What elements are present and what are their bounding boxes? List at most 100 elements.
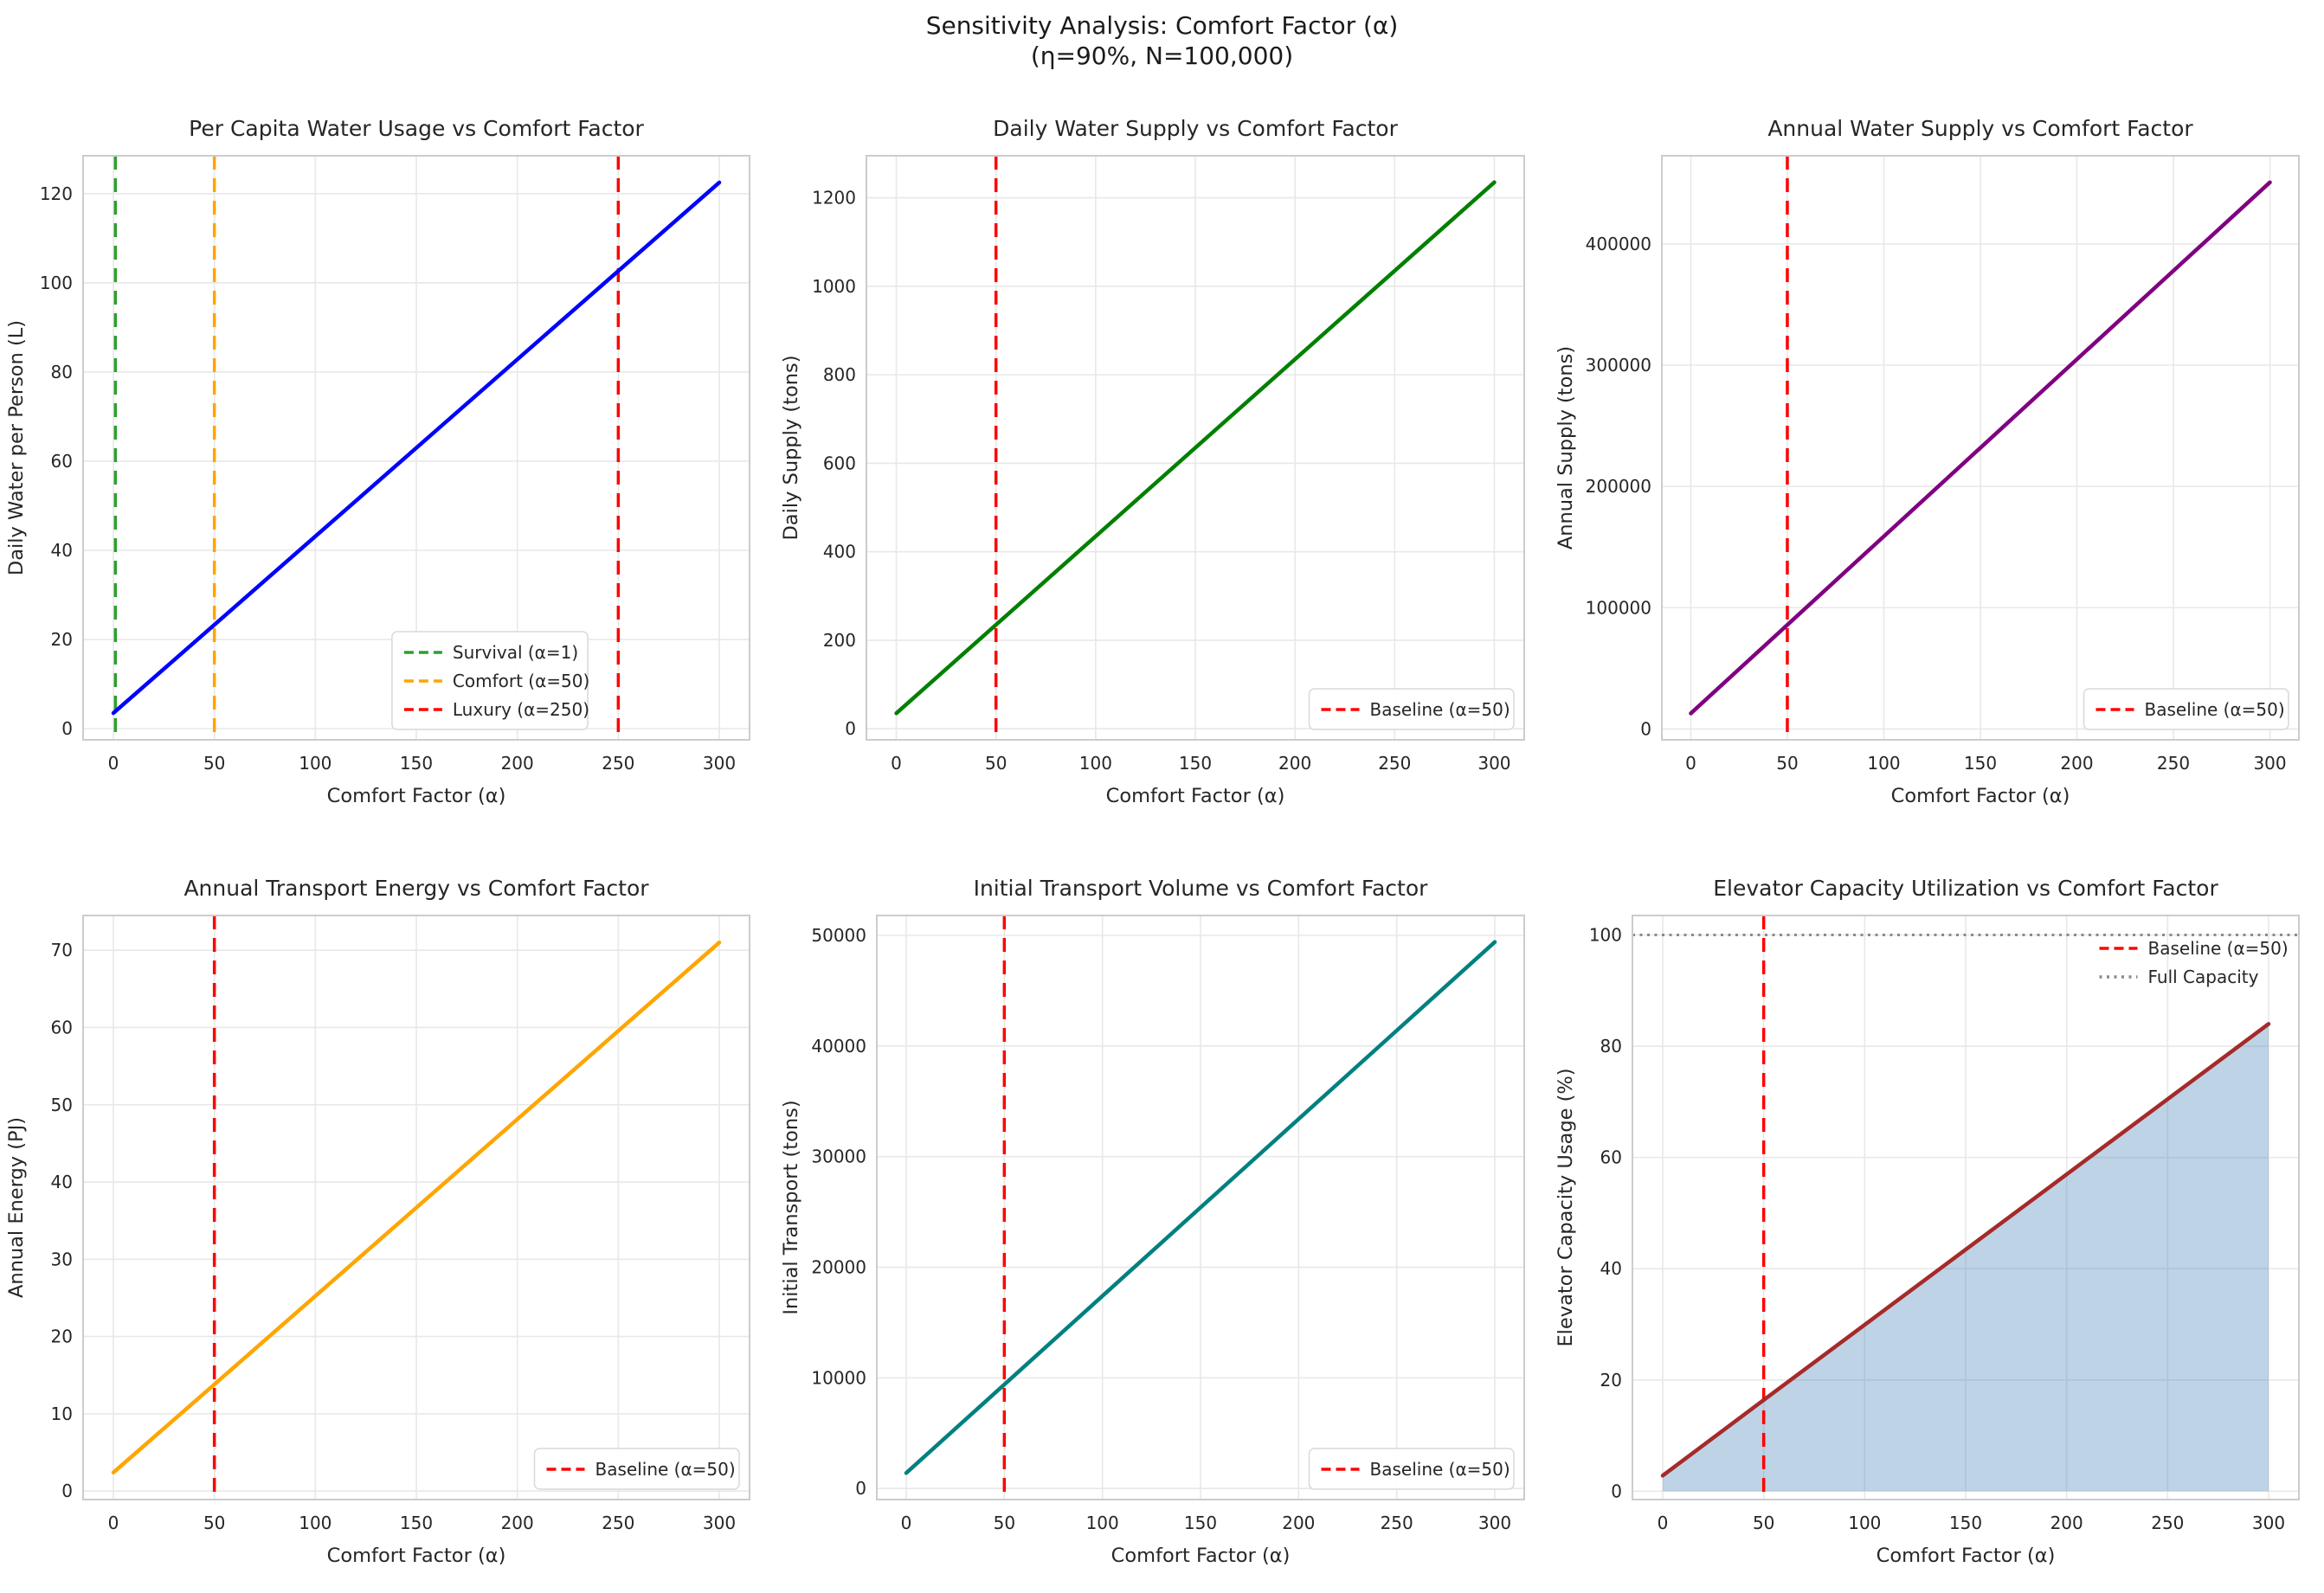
legend: Baseline (α=50) (1308, 1448, 1515, 1490)
svg-text:800: 800 (823, 364, 856, 385)
svg-text:0: 0 (1640, 718, 1651, 739)
tick-labels: 0 50 100 150 200 250 300 0 10000 20000 30000 40000 5… (811, 925, 1511, 1533)
svg-text:100000: 100000 (1586, 597, 1651, 618)
subplot-title: Annual Transport Energy vs Comfort Facto… (183, 876, 649, 901)
svg-text:50: 50 (994, 1513, 1015, 1533)
svg-text:0: 0 (901, 1513, 912, 1533)
figure-title-line2: (η=90%, N=100,000) (1030, 42, 1294, 70)
legend-label: Baseline (α=50) (595, 1459, 736, 1480)
axes-spines (1661, 155, 2300, 741)
chart-per-capita-water-usage: 0 50 100 150 200 250 300 0 20 40 60 80 100 120 Per Cap… (5, 116, 750, 807)
svg-text:150: 150 (1179, 753, 1212, 774)
series-line-per-capita-water (111, 180, 722, 716)
svg-text:60: 60 (1600, 1147, 1622, 1168)
svg-text:50000: 50000 (811, 925, 866, 946)
area-fill (1663, 1024, 2269, 1492)
svg-text:40: 40 (51, 1172, 73, 1192)
svg-text:50: 50 (985, 753, 1007, 774)
svg-text:200: 200 (823, 630, 856, 651)
tick-labels: 0 50 100 150 200 250 300 0 10 20 30 40 50 60 70 (51, 940, 737, 1533)
legend-label: Luxury (α=250) (453, 699, 589, 720)
legend-label: Baseline (α=50) (2145, 699, 2285, 720)
svg-text:80: 80 (51, 362, 73, 382)
axes-spines (866, 155, 1525, 741)
svg-text:80: 80 (1600, 1036, 1622, 1057)
series-line-annual-transport-energy (111, 941, 722, 1474)
svg-text:10000: 10000 (811, 1367, 866, 1388)
figure-title-line1: Sensitivity Analysis: Comfort Factor (α) (925, 11, 1399, 40)
legend-label: Full Capacity (2148, 967, 2259, 987)
axes-spines (82, 155, 750, 741)
svg-text:70: 70 (51, 940, 73, 960)
chart-daily-water-supply: 0 50 100 150 200 250 300 0 200 400 600 800 1000 1200 D… (780, 116, 1525, 807)
tick-labels: 0 50 100 150 200 250 300 0 20 40 60 80 100 (1589, 925, 2285, 1534)
series-line-initial-transport-volume (904, 940, 1497, 1475)
axes-spines (876, 915, 1525, 1500)
svg-text:0: 0 (891, 753, 902, 774)
svg-text:50: 50 (51, 1095, 73, 1115)
svg-text:200: 200 (501, 753, 534, 774)
svg-text:0: 0 (855, 1478, 866, 1499)
svg-text:50: 50 (1776, 753, 1798, 774)
legend-label: Survival (α=1) (453, 642, 578, 663)
svg-text:400000: 400000 (1586, 234, 1651, 254)
svg-text:150: 150 (400, 1513, 433, 1533)
svg-text:20: 20 (51, 1326, 73, 1347)
legend-label: Comfort (α=50) (453, 671, 589, 691)
svg-text:100: 100 (1086, 1513, 1119, 1533)
svg-text:600: 600 (823, 453, 856, 473)
svg-text:1000: 1000 (812, 276, 856, 297)
svg-text:300000: 300000 (1586, 355, 1651, 376)
svg-text:100: 100 (1079, 753, 1112, 774)
svg-text:250: 250 (1378, 753, 1411, 774)
svg-text:0: 0 (845, 718, 856, 739)
tick-labels: 0 50 100 150 200 250 300 0 20 40 60 80 100 120 (40, 183, 736, 774)
gridlines (1632, 915, 2299, 1500)
svg-text:200: 200 (1278, 753, 1311, 774)
x-axis-label: Comfort Factor (α) (327, 785, 506, 807)
legend: Baseline (α=50) (1308, 688, 1515, 730)
svg-text:300: 300 (1477, 753, 1510, 774)
y-axis-label: Initial Transport (tons) (780, 1100, 802, 1314)
legend: Baseline (α=50) Full Capacity (2099, 938, 2289, 987)
svg-text:250: 250 (602, 1513, 634, 1533)
svg-text:0: 0 (1685, 753, 1696, 774)
svg-text:150: 150 (1949, 1513, 1982, 1533)
legend-label: Baseline (α=50) (2148, 938, 2289, 959)
svg-text:1200: 1200 (812, 188, 856, 209)
subplot-title: Per Capita Water Usage vs Comfort Factor (189, 116, 644, 141)
x-axis-label: Comfort Factor (α) (327, 1545, 506, 1567)
x-axis-label: Comfort Factor (α) (1877, 1545, 2056, 1567)
gridlines (1662, 156, 2299, 740)
svg-text:120: 120 (40, 183, 73, 204)
svg-text:100: 100 (299, 1513, 332, 1533)
subplot-title: Annual Water Supply vs Comfort Factor (1767, 116, 2193, 141)
legend: Baseline (α=50) (2083, 688, 2289, 730)
svg-text:100: 100 (1867, 753, 1900, 774)
svg-text:100: 100 (1848, 1513, 1881, 1533)
svg-text:100: 100 (40, 273, 73, 293)
gridlines (83, 156, 750, 740)
svg-text:20000: 20000 (811, 1257, 866, 1278)
svg-text:30000: 30000 (811, 1147, 866, 1167)
gridlines (877, 915, 1524, 1500)
y-axis-label: Daily Water per Person (L) (5, 320, 28, 575)
series-line-daily-water-supply (894, 180, 1497, 716)
tick-labels: 0 50 100 150 200 250 300 0 100000 200000 300000 400… (1586, 234, 2287, 774)
legend: Baseline (α=50) (533, 1448, 740, 1490)
svg-text:250: 250 (602, 753, 634, 774)
svg-text:150: 150 (1184, 1513, 1217, 1533)
svg-text:0: 0 (61, 718, 73, 739)
x-axis-label: Comfort Factor (α) (1106, 785, 1285, 807)
x-axis-label: Comfort Factor (α) (1891, 785, 2070, 807)
series-line-elevator-capacity-usage (1660, 1022, 2271, 1478)
svg-text:40: 40 (51, 540, 73, 561)
y-axis-label: Annual Supply (tons) (1555, 346, 1577, 549)
legend-label: Baseline (α=50) (1370, 1459, 1510, 1480)
svg-text:200: 200 (1282, 1513, 1315, 1533)
svg-text:20: 20 (51, 629, 73, 650)
svg-text:300: 300 (2253, 753, 2286, 774)
svg-text:10: 10 (51, 1404, 73, 1424)
svg-text:200: 200 (501, 1513, 534, 1533)
